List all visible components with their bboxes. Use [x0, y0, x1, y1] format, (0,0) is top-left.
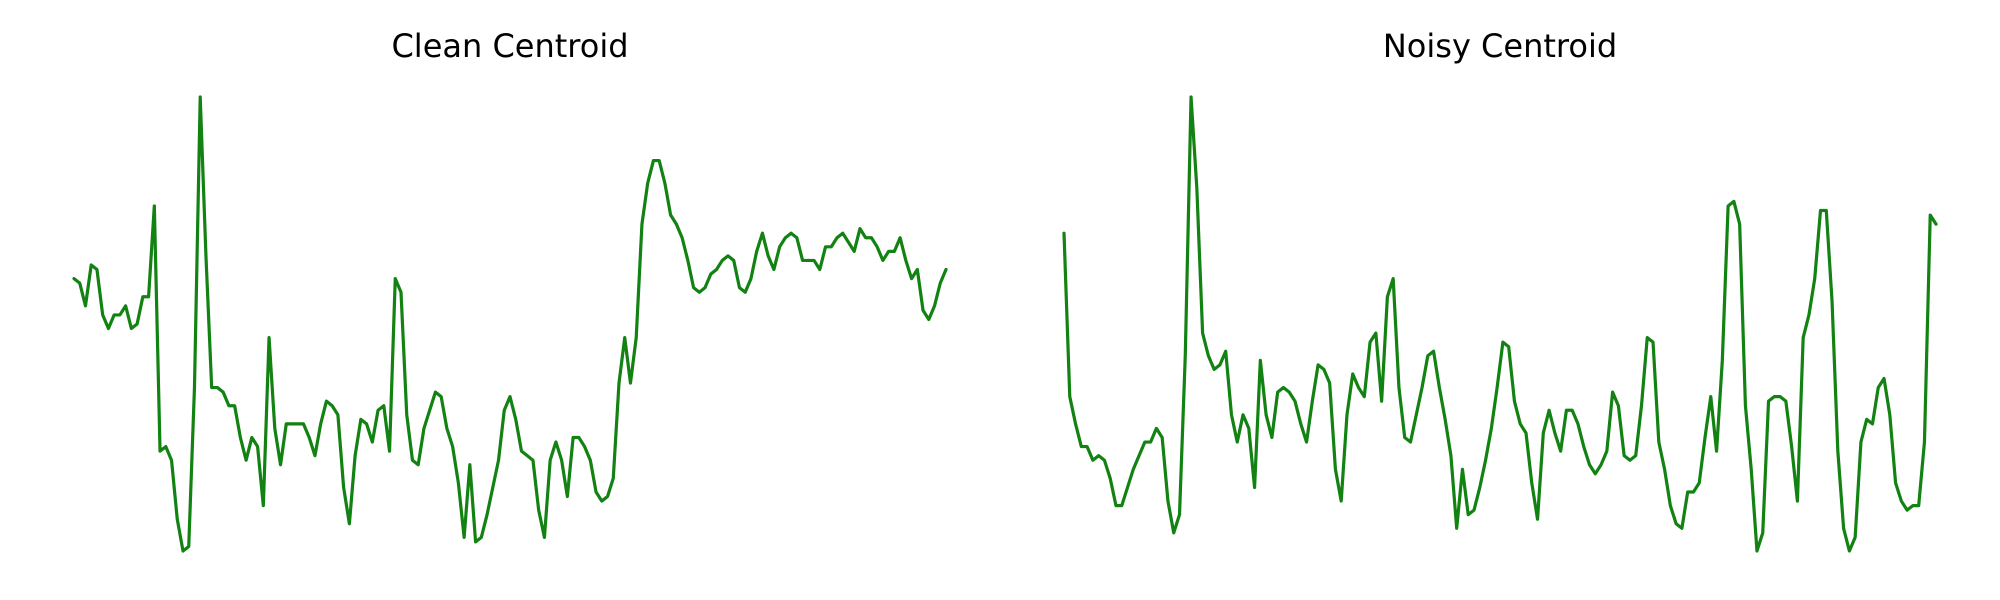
- plot-area-clean: [72, 95, 948, 553]
- series-line-noisy: [1062, 95, 1938, 553]
- series-line-clean: [72, 95, 948, 553]
- chart-noisy: Noisy Centroid: [1062, 27, 1938, 553]
- chart-title-clean: Clean Centroid: [391, 27, 628, 65]
- chart-clean: Clean Centroid: [72, 27, 948, 553]
- plot-area-noisy: [1062, 95, 1938, 553]
- chart-title-noisy: Noisy Centroid: [1383, 27, 1617, 65]
